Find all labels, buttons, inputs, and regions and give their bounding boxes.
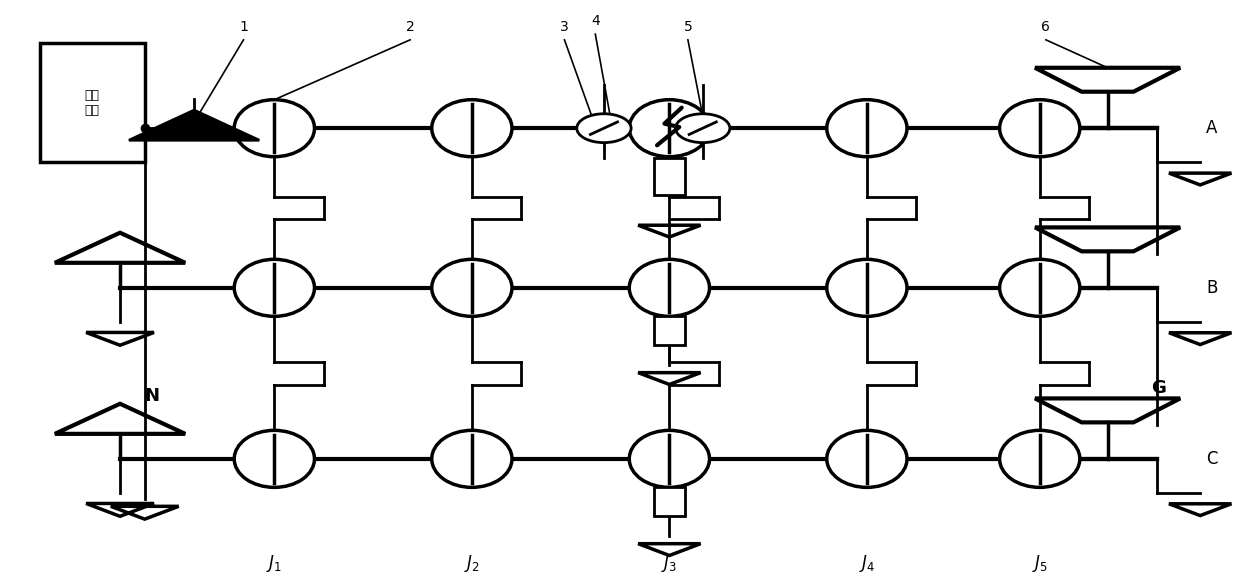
Text: 4: 4 <box>591 15 600 28</box>
Ellipse shape <box>629 100 709 157</box>
Text: 5: 5 <box>683 20 692 34</box>
Ellipse shape <box>999 431 1080 487</box>
Ellipse shape <box>827 259 906 316</box>
Ellipse shape <box>234 100 315 157</box>
Ellipse shape <box>676 114 730 142</box>
Text: $J_1$: $J_1$ <box>267 553 283 574</box>
FancyBboxPatch shape <box>40 42 145 163</box>
Text: 3: 3 <box>560 20 569 34</box>
Ellipse shape <box>629 259 709 316</box>
FancyBboxPatch shape <box>653 157 684 195</box>
Ellipse shape <box>432 431 512 487</box>
Ellipse shape <box>234 259 315 316</box>
Text: $J_4$: $J_4$ <box>859 553 875 574</box>
Text: G: G <box>1151 379 1166 397</box>
FancyBboxPatch shape <box>653 487 684 516</box>
Ellipse shape <box>234 431 315 487</box>
Ellipse shape <box>827 431 906 487</box>
FancyBboxPatch shape <box>653 316 684 345</box>
Text: $J_2$: $J_2$ <box>464 553 480 574</box>
Polygon shape <box>129 110 259 140</box>
Ellipse shape <box>827 100 906 157</box>
Ellipse shape <box>629 431 709 487</box>
Ellipse shape <box>999 100 1080 157</box>
Text: C: C <box>1207 450 1218 468</box>
Ellipse shape <box>432 259 512 316</box>
Text: 1: 1 <box>239 20 248 34</box>
Text: $J_5$: $J_5$ <box>1032 553 1048 574</box>
Text: N: N <box>145 387 160 405</box>
Text: B: B <box>1207 279 1218 297</box>
Text: A: A <box>1207 119 1218 137</box>
Text: 6: 6 <box>1042 20 1050 34</box>
Ellipse shape <box>432 100 512 157</box>
Text: 2: 2 <box>405 20 414 34</box>
Text: $J_3$: $J_3$ <box>661 553 677 574</box>
Ellipse shape <box>999 259 1080 316</box>
Ellipse shape <box>577 114 631 142</box>
Text: 跨步
电源: 跨步 电源 <box>84 88 99 117</box>
